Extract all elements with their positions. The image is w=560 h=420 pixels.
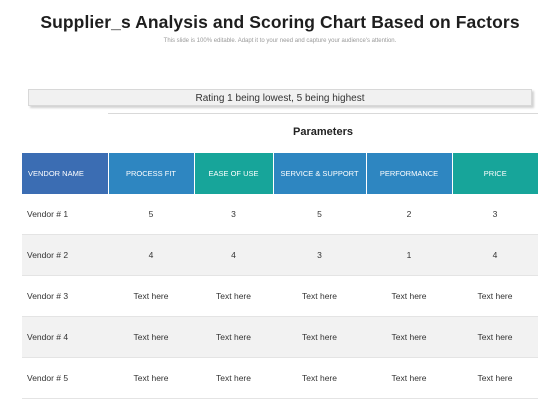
table-row: Vendor # 1 5 3 5 2 3 bbox=[22, 194, 538, 235]
table-cell: Text here bbox=[273, 316, 366, 358]
vendor-name-cell: Vendor # 3 bbox=[22, 275, 108, 317]
page-title: Supplier_s Analysis and Scoring Chart Ba… bbox=[40, 12, 520, 32]
table-cell: 4 bbox=[194, 234, 273, 276]
column-header-price: PRICE bbox=[452, 153, 538, 194]
table-cell: Text here bbox=[452, 316, 538, 358]
parameters-divider bbox=[108, 113, 538, 114]
rating-note: Rating 1 being lowest, 5 being highest bbox=[28, 89, 532, 106]
table-cell: Text here bbox=[108, 275, 194, 317]
table-cell: 3 bbox=[452, 194, 538, 235]
table-cell: Text here bbox=[366, 357, 452, 399]
table-cell: 3 bbox=[273, 234, 366, 276]
parameters-heading: Parameters bbox=[293, 126, 353, 138]
table-cell: Text here bbox=[194, 275, 273, 317]
column-header-ease-of-use: EASE OF USE bbox=[194, 153, 274, 194]
vendor-name-cell: Vendor # 5 bbox=[22, 357, 108, 399]
table-cell: Text here bbox=[108, 357, 194, 399]
table-cell: Text here bbox=[273, 275, 366, 317]
table-cell: 5 bbox=[108, 194, 194, 235]
vendor-name-cell: Vendor # 4 bbox=[22, 316, 108, 358]
table-cell: 4 bbox=[108, 234, 194, 276]
table-cell: Text here bbox=[366, 316, 452, 358]
table-cell: Text here bbox=[366, 275, 452, 317]
column-header-vendor-name: VENDOR NAME bbox=[22, 153, 109, 194]
table-row: Vendor # 3 Text here Text here Text here… bbox=[22, 275, 538, 317]
table-row: Vendor # 2 4 4 3 1 4 bbox=[22, 234, 538, 276]
table-cell: Text here bbox=[273, 357, 366, 399]
page-subtitle: This slide is 100% editable. Adapt it to… bbox=[163, 38, 397, 44]
table-cell: Text here bbox=[108, 316, 194, 358]
table-cell: Text here bbox=[194, 357, 273, 399]
vendor-name-cell: Vendor # 2 bbox=[22, 234, 108, 276]
table-row: Vendor # 4 Text here Text here Text here… bbox=[22, 316, 538, 358]
table-cell: Text here bbox=[452, 357, 538, 399]
table-cell: 5 bbox=[273, 194, 366, 235]
vendor-scoring-table: VENDOR NAME PROCESS FIT EASE OF USE SERV… bbox=[22, 153, 538, 399]
column-header-performance: PERFORMANCE bbox=[366, 153, 453, 194]
table-header-row: VENDOR NAME PROCESS FIT EASE OF USE SERV… bbox=[22, 153, 538, 194]
column-header-service-support: SERVICE & SUPPORT bbox=[273, 153, 367, 194]
table-row: Vendor # 5 Text here Text here Text here… bbox=[22, 357, 538, 399]
table-cell: 2 bbox=[366, 194, 452, 235]
table-cell: 4 bbox=[452, 234, 538, 276]
vendor-name-cell: Vendor # 1 bbox=[22, 194, 108, 235]
table-cell: 1 bbox=[366, 234, 452, 276]
table-cell: Text here bbox=[194, 316, 273, 358]
table-cell: 3 bbox=[194, 194, 273, 235]
table-cell: Text here bbox=[452, 275, 538, 317]
column-header-process-fit: PROCESS FIT bbox=[108, 153, 195, 194]
